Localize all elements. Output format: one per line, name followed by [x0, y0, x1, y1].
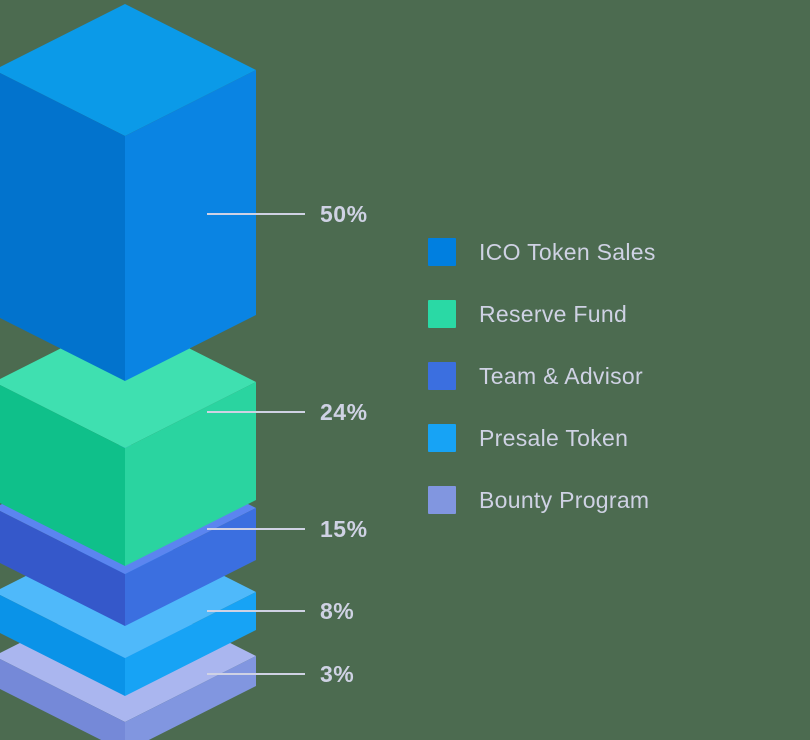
value-callout-team-advisor: 15%: [207, 516, 368, 542]
value-label: 8%: [320, 598, 354, 624]
block-right-face: [125, 508, 256, 626]
leader-lines-group: 50% 24% 15% 8% 3%: [207, 201, 368, 687]
block-left-face: [0, 595, 125, 696]
value-callout-presale-token: 8%: [207, 598, 354, 624]
legend-item-label: ICO Token Sales: [479, 238, 656, 265]
block-left-face: [0, 511, 125, 626]
block-left-face: [0, 659, 125, 740]
value-label: 15%: [320, 516, 368, 542]
legend-item[interactable]: ICO Token Sales: [428, 238, 656, 266]
legend-item-label: Bounty Program: [479, 486, 650, 513]
block-left-face: [0, 385, 125, 566]
value-label: 50%: [320, 201, 368, 227]
block-right-face: [125, 592, 256, 696]
block-left-face: [0, 73, 125, 381]
block-right-face: [125, 656, 256, 740]
value-callout-ico-token-sales: 50%: [207, 201, 368, 227]
legend-item-label: Reserve Fund: [479, 300, 628, 327]
block-ico-token-sales[interactable]: [0, 4, 256, 381]
value-callout-reserve-fund: 24%: [207, 399, 368, 425]
legend-swatch-icon: [428, 486, 456, 514]
legend-item[interactable]: Team & Advisor: [428, 362, 656, 390]
chart-legend: ICO Token Sales Reserve Fund Team & Adviso…: [428, 238, 656, 514]
block-top-face: [0, 4, 256, 136]
value-label: 24%: [320, 399, 368, 425]
legend-swatch-icon: [428, 424, 456, 452]
legend-item[interactable]: Presale Token: [428, 424, 656, 452]
block-right-face: [125, 70, 256, 381]
legend-swatch-icon: [428, 238, 456, 266]
block-right-face: [125, 382, 256, 566]
value-label: 3%: [320, 661, 354, 687]
blocks-group: [0, 4, 256, 740]
legend-swatch-icon: [428, 300, 456, 328]
legend-item-label: Presale Token: [479, 424, 629, 451]
legend-item[interactable]: Reserve Fund: [428, 300, 656, 328]
legend-swatch-icon: [428, 362, 456, 390]
legend-item[interactable]: Bounty Program: [428, 486, 656, 514]
value-callout-bounty-program: 3%: [207, 661, 354, 687]
legend-item-label: Team & Advisor: [479, 362, 643, 389]
